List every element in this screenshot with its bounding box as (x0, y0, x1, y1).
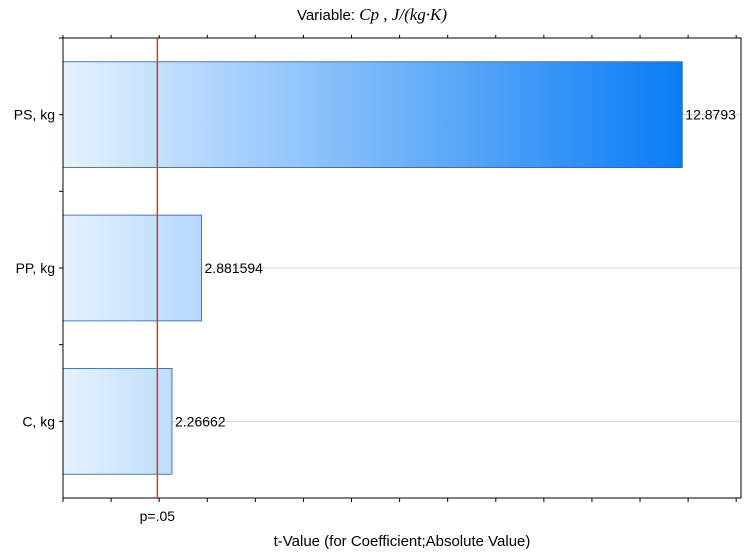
bar (62, 368, 173, 475)
bar (62, 61, 683, 168)
bar (62, 214, 202, 322)
category-labels: PS, kg PP, kg C, kg (14, 107, 55, 430)
category-label: C, kg (22, 413, 55, 429)
chart-title-prefix: Variable: (297, 7, 359, 24)
value-labels: 12.8793 2.881594 2.26662 (175, 107, 736, 430)
significance-label: p=.05 (140, 508, 176, 524)
category-label: PP, kg (16, 260, 55, 276)
axis-ticks (59, 35, 737, 502)
x-axis-label: t-Value (for Coefficient;Absolute Value) (274, 533, 531, 550)
chart-title-variable: Cp , J/(kg·K) (359, 5, 447, 24)
value-label: 2.26662 (175, 413, 226, 429)
bars (62, 61, 683, 475)
category-label: PS, kg (14, 107, 55, 123)
value-label: 2.881594 (205, 260, 264, 276)
value-label: 12.8793 (685, 107, 736, 123)
chart-title: Variable: Cp , J/(kg·K) (297, 5, 447, 24)
